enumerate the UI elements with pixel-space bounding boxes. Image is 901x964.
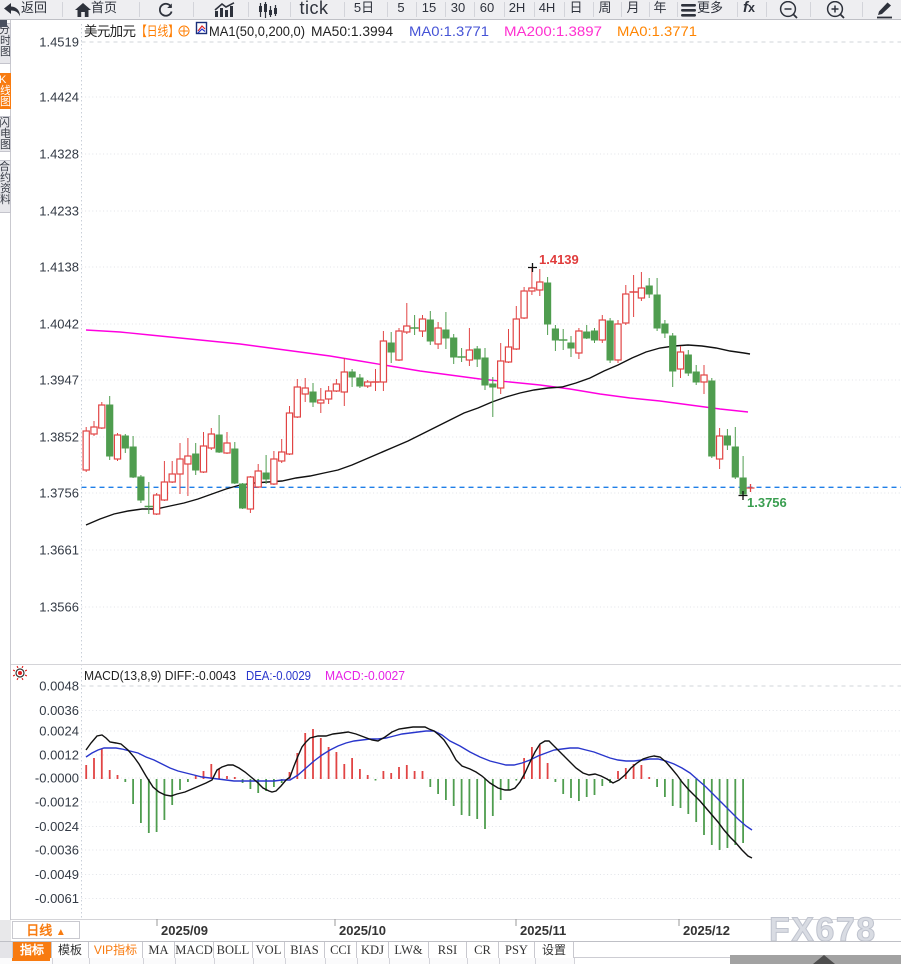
svg-text:美元加元: 美元加元: [84, 24, 136, 39]
svg-text:1.4424: 1.4424: [39, 90, 79, 105]
svg-text:MA200:1.3897: MA200:1.3897: [504, 24, 602, 39]
svg-text:-0.0024: -0.0024: [35, 819, 79, 834]
svg-text:0.0012: 0.0012: [39, 748, 79, 763]
svg-text:1.3756: 1.3756: [747, 495, 787, 510]
svg-text:1.4042: 1.4042: [39, 317, 79, 332]
svg-text:DEA:-0.0029: DEA:-0.0029: [246, 668, 311, 683]
svg-text:2025/09: 2025/09: [161, 923, 208, 938]
svg-text:1.3661: 1.3661: [39, 543, 79, 558]
svg-text:0.0024: 0.0024: [39, 724, 79, 739]
svg-text:MACD:-0.0027: MACD:-0.0027: [325, 668, 405, 683]
svg-text:MA50:1.3994: MA50:1.3994: [311, 24, 393, 39]
svg-text:MA0:1.3771: MA0:1.3771: [409, 24, 489, 39]
svg-text:1.4233: 1.4233: [39, 204, 79, 219]
svg-text:-0.0049: -0.0049: [35, 867, 79, 882]
svg-text:-0.0061: -0.0061: [35, 891, 79, 906]
svg-text:-0.0036: -0.0036: [35, 843, 79, 858]
svg-text:-0.0012: -0.0012: [35, 795, 79, 810]
svg-text:MA1(50,0,200,0): MA1(50,0,200,0): [209, 24, 305, 39]
svg-text:【日线】: 【日线】: [136, 24, 179, 39]
svg-text:0.0048: 0.0048: [39, 679, 79, 694]
svg-text:2025/12: 2025/12: [683, 923, 730, 938]
svg-text:1.3947: 1.3947: [39, 373, 79, 388]
svg-text:1.3566: 1.3566: [39, 600, 79, 615]
svg-text:1.3756: 1.3756: [39, 486, 79, 501]
svg-text:1.4328: 1.4328: [39, 147, 79, 162]
svg-text:2025/10: 2025/10: [339, 923, 386, 938]
svg-text:1.3852: 1.3852: [39, 430, 79, 445]
svg-text:0.0036: 0.0036: [39, 703, 79, 718]
svg-text:2025/11: 2025/11: [520, 923, 566, 938]
svg-text:1.4519: 1.4519: [39, 35, 79, 50]
svg-text:-0.0000: -0.0000: [35, 771, 79, 786]
svg-text:MA0:1.3771: MA0:1.3771: [617, 24, 697, 39]
svg-text:MACD(13,8,9) DIFF:-0.0043: MACD(13,8,9) DIFF:-0.0043: [84, 668, 236, 683]
svg-text:1.4139: 1.4139: [539, 252, 579, 267]
svg-text:1.4138: 1.4138: [39, 260, 79, 275]
